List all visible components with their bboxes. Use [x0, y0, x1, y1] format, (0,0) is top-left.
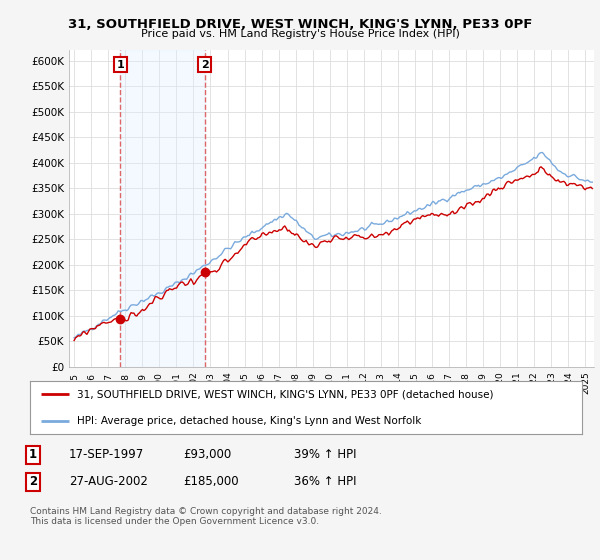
- Text: 31, SOUTHFIELD DRIVE, WEST WINCH, KING'S LYNN, PE33 0PF (detached house): 31, SOUTHFIELD DRIVE, WEST WINCH, KING'S…: [77, 389, 493, 399]
- Text: 17-SEP-1997: 17-SEP-1997: [69, 448, 144, 461]
- Text: 1: 1: [116, 59, 124, 69]
- Bar: [121, 50, 205, 367]
- Text: 31, SOUTHFIELD DRIVE, WEST WINCH, KING'S LYNN, PE33 0PF: 31, SOUTHFIELD DRIVE, WEST WINCH, KING'S…: [68, 18, 532, 31]
- Text: HPI: Average price, detached house, King's Lynn and West Norfolk: HPI: Average price, detached house, King…: [77, 416, 421, 426]
- Text: 39% ↑ HPI: 39% ↑ HPI: [294, 448, 356, 461]
- Text: Contains HM Land Registry data © Crown copyright and database right 2024.
This d: Contains HM Land Registry data © Crown c…: [30, 507, 382, 526]
- Text: 36% ↑ HPI: 36% ↑ HPI: [294, 475, 356, 488]
- Text: £185,000: £185,000: [183, 475, 239, 488]
- Text: Price paid vs. HM Land Registry's House Price Index (HPI): Price paid vs. HM Land Registry's House …: [140, 29, 460, 39]
- Text: 27-AUG-2002: 27-AUG-2002: [69, 475, 148, 488]
- Text: 2: 2: [29, 475, 37, 488]
- Text: 1: 1: [29, 448, 37, 461]
- Text: £93,000: £93,000: [183, 448, 231, 461]
- Text: 2: 2: [200, 59, 208, 69]
